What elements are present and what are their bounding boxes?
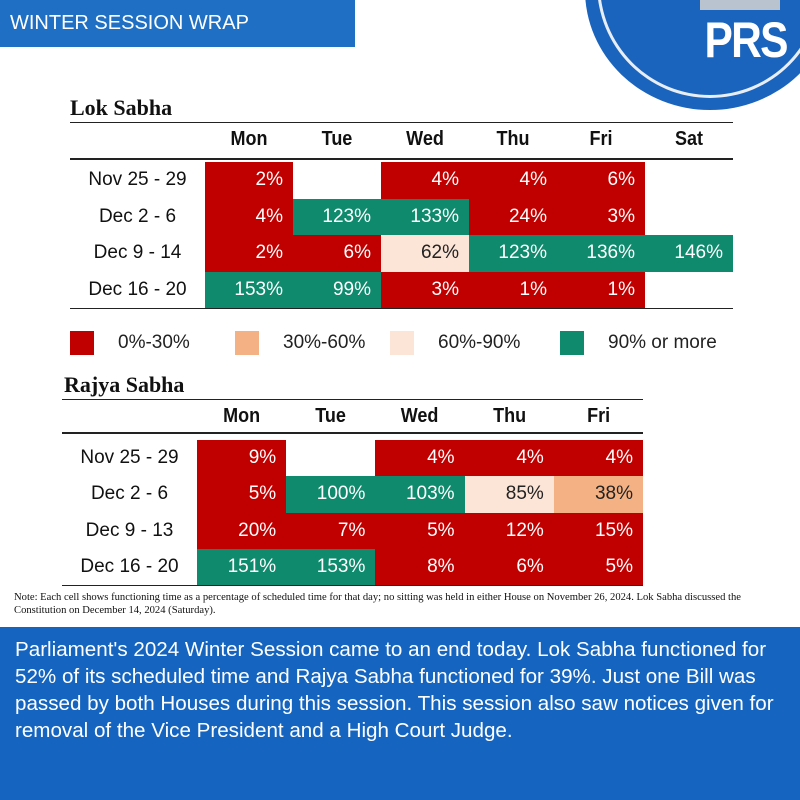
legend-label: 30%-60%	[283, 332, 366, 353]
table-cell: 15%	[553, 512, 643, 549]
table-cell: 85%	[464, 476, 554, 513]
table-cell: 133%	[381, 198, 469, 235]
table-cell: 24%	[469, 198, 557, 235]
table-cell: 2%	[205, 235, 293, 272]
legend-swatch	[235, 331, 259, 355]
table-cell: 151%	[197, 548, 287, 586]
column-header: Thu	[496, 128, 530, 150]
legend-swatch	[390, 331, 414, 355]
table-cell: 103%	[375, 476, 465, 513]
row-label: Dec 9 - 13	[85, 519, 174, 541]
row-label: Nov 25 - 29	[80, 447, 179, 468]
table-cell: 4%	[205, 198, 293, 235]
column-header: Fri	[586, 405, 610, 427]
table-cell: 20%	[197, 512, 287, 549]
column-header: Tue	[321, 128, 353, 150]
table-cell: 1%	[469, 271, 557, 308]
banner: WINTER SESSION WRAP	[0, 0, 355, 47]
note: Note: Each cell shows functioning time a…	[14, 592, 741, 616]
table-cell: 4%	[469, 162, 557, 199]
table-cell: 1%	[557, 271, 645, 308]
logo: PRS	[704, 12, 788, 68]
column-header: Wed	[401, 405, 439, 427]
column-header: Thu	[492, 405, 526, 427]
legend-swatch	[70, 331, 94, 355]
row-label: Dec 16 - 20	[80, 555, 179, 577]
column-header: Mon	[223, 405, 261, 427]
table-cell: 12%	[464, 512, 554, 549]
table-cell: 153%	[286, 548, 376, 586]
table-cell: 6%	[464, 548, 554, 586]
table-cell: 4%	[381, 162, 469, 199]
table-cell: 5%	[375, 512, 465, 549]
table-rule	[62, 585, 643, 587]
table-cell: 2%	[205, 162, 293, 199]
table-cell: 5%	[553, 548, 643, 586]
table-cell: 3%	[557, 198, 645, 235]
table-cell: 3%	[381, 271, 469, 308]
table-rule	[70, 308, 733, 309]
row-label: Dec 2 - 6	[98, 205, 177, 227]
table-cell: 123%	[469, 235, 557, 272]
row-label: Nov 25 - 29	[88, 169, 187, 190]
row-label: Dec 2 - 6	[90, 483, 169, 505]
table-cell: 38%	[553, 476, 643, 513]
table-cell: 62%	[381, 235, 469, 272]
table-title: Rajya Sabha	[64, 372, 185, 397]
column-header: Fri	[589, 128, 613, 150]
table-cell: 5%	[197, 476, 287, 513]
table-cell: 123%	[293, 198, 381, 235]
column-header: Sat	[674, 128, 704, 150]
table-cell: 4%	[553, 440, 643, 477]
table-cell: 7%	[286, 512, 376, 549]
legend-label: 60%-90%	[438, 332, 521, 353]
legend-label: 0%-30%	[118, 332, 190, 353]
column-header: Mon	[230, 128, 268, 150]
table-rule	[70, 122, 733, 123]
legend-label: 90% or more	[608, 332, 717, 353]
row-label: Dec 9 - 14	[93, 242, 182, 263]
legend-swatch	[560, 331, 584, 355]
table-rule	[62, 399, 643, 400]
table-cell: 4%	[375, 440, 465, 477]
table-cell: 100%	[286, 476, 376, 513]
logo-bar	[700, 0, 780, 10]
table-cell: 8%	[375, 548, 465, 586]
table-cell: 6%	[293, 235, 381, 272]
table-title: Lok Sabha	[70, 95, 173, 120]
table-rule	[62, 432, 643, 434]
column-header: Tue	[315, 405, 347, 427]
table-cell: 99%	[293, 271, 381, 308]
summary: Parliament's 2024 Winter Session came to…	[0, 627, 800, 800]
table-cell: 6%	[557, 162, 645, 199]
row-label: Dec 16 - 20	[88, 278, 187, 300]
table-cell: 4%	[464, 440, 554, 477]
table-cell: 136%	[557, 235, 645, 272]
table-rule	[70, 158, 733, 160]
table-cell: 9%	[197, 440, 287, 477]
table-cell: 153%	[205, 271, 293, 308]
column-header: Wed	[406, 128, 444, 150]
table-cell: 146%	[645, 235, 733, 272]
